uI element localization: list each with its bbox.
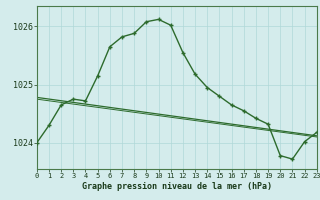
X-axis label: Graphe pression niveau de la mer (hPa): Graphe pression niveau de la mer (hPa) — [82, 182, 272, 191]
